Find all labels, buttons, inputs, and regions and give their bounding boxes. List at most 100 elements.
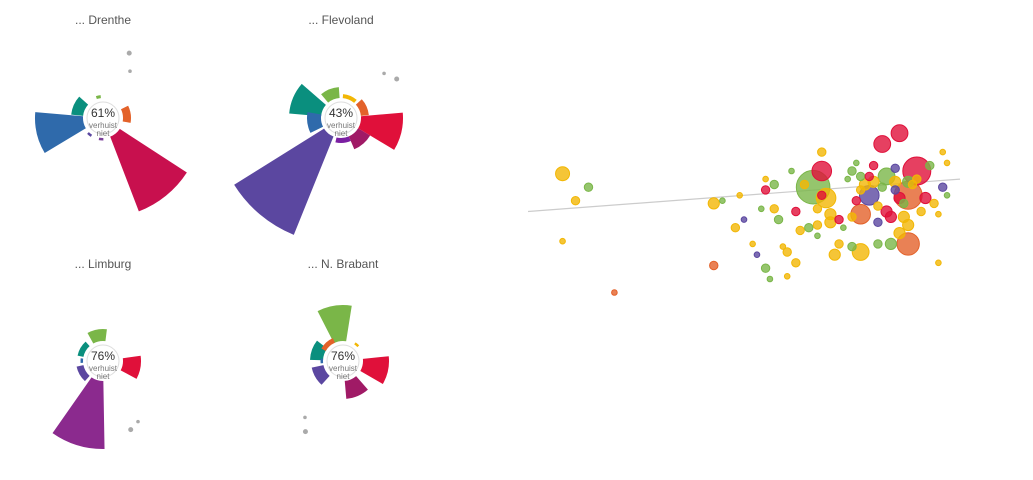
radial-bar-4 (311, 365, 330, 385)
scatter-point[interactable] (847, 212, 857, 222)
scatter-point[interactable] (828, 248, 841, 261)
radial-bar-7 (320, 358, 324, 364)
scatter-point[interactable] (873, 201, 883, 211)
scatter-point[interactable] (890, 124, 909, 143)
caption-line-1: verhuist (89, 364, 118, 373)
scatter-point[interactable] (799, 179, 810, 190)
radial-bar-2 (342, 94, 357, 103)
scatter-point[interactable] (769, 204, 779, 214)
scatter-point[interactable] (824, 216, 837, 229)
scatter-point[interactable] (943, 159, 951, 167)
scatter-point[interactable] (929, 198, 939, 209)
scatter-point[interactable] (788, 167, 795, 175)
radial-bar-0 (35, 112, 86, 154)
scatter-point[interactable] (583, 182, 594, 192)
scatter-point[interactable] (559, 237, 566, 245)
scatter-point[interactable] (791, 258, 801, 268)
scatter-point[interactable] (760, 263, 771, 273)
scatter-point[interactable] (847, 166, 857, 176)
scatter-point[interactable] (868, 160, 879, 171)
scatter-point[interactable] (873, 239, 883, 249)
scatter-point[interactable] (873, 135, 892, 153)
radial-bar-5 (310, 340, 328, 361)
scatter-point[interactable] (804, 223, 814, 233)
scatter-point[interactable] (757, 205, 765, 213)
radial-bar-1 (87, 329, 107, 344)
caption-line-2: niet (97, 129, 111, 138)
scatter-point[interactable] (811, 160, 833, 182)
scatter-point[interactable] (709, 260, 719, 271)
scatter-point[interactable] (938, 182, 948, 192)
scatter-point[interactable] (884, 237, 897, 250)
scatter-point[interactable] (919, 191, 932, 205)
scatter-point[interactable] (855, 171, 866, 182)
scatter-point[interactable] (791, 206, 801, 217)
scatter-point[interactable] (812, 204, 823, 214)
radial-bar-5 (80, 358, 84, 363)
radial-bar-3 (52, 377, 105, 449)
scatter-point[interactable] (795, 225, 805, 236)
scatter-point[interactable] (912, 174, 922, 184)
radial-bar-2 (120, 355, 141, 379)
scatter-point[interactable] (817, 190, 827, 201)
scatter-point[interactable] (877, 182, 887, 192)
scatter-point[interactable] (749, 240, 756, 248)
radial-bar-2 (360, 356, 389, 384)
scatter-point[interactable] (814, 232, 821, 240)
scatter-point[interactable] (555, 166, 571, 182)
scatter-point[interactable] (864, 171, 874, 182)
scatter-point[interactable] (783, 273, 791, 280)
scatter-point[interactable] (847, 241, 857, 252)
scatter-point[interactable] (779, 243, 787, 250)
radial-bar-4 (76, 365, 90, 382)
outlier-dot (382, 71, 386, 76)
scatter-point[interactable] (730, 223, 741, 233)
scatter-point[interactable] (760, 185, 771, 195)
radial-bar-1 (321, 87, 340, 103)
radial-chart-flevoland: ... Flevoland 43% verhuist niet (234, 13, 403, 235)
radial-bar-2 (95, 95, 101, 99)
scatter-point[interactable] (902, 218, 915, 232)
scatter-point[interactable] (855, 185, 866, 195)
scatter-point[interactable] (817, 147, 827, 157)
scatter-point[interactable] (939, 148, 947, 156)
scatter-point[interactable] (762, 175, 769, 183)
scatter-point[interactable] (736, 192, 743, 199)
scatter-point[interactable] (899, 198, 909, 209)
scatter-point[interactable] (766, 275, 774, 283)
caption-line-1: verhuist (327, 121, 356, 130)
scatter-point[interactable] (935, 210, 942, 218)
radial-bar-0 (77, 341, 90, 357)
scatter-point[interactable] (834, 214, 844, 225)
scatter-point[interactable] (769, 179, 779, 190)
scatter-point[interactable] (844, 175, 851, 183)
scatter-point[interactable] (840, 224, 847, 231)
scatter-point[interactable] (611, 289, 618, 296)
scatter-point[interactable] (890, 163, 900, 174)
outlier-dot (136, 419, 140, 424)
scatter-point[interactable] (916, 206, 926, 217)
outlier-dot (128, 427, 134, 433)
radial-bar-3 (355, 99, 369, 116)
scatter-point[interactable] (812, 220, 823, 230)
center-ring (324, 101, 358, 135)
scatter-point[interactable] (935, 259, 942, 267)
scatter-point[interactable] (773, 214, 784, 225)
scatter-point[interactable] (719, 197, 726, 204)
scatter-point[interactable] (753, 251, 761, 258)
scatter-point[interactable] (893, 227, 906, 240)
radial-charts: ... Drenthe 61% verhuist niet ... Flevol… (35, 13, 403, 449)
scatter-point[interactable] (884, 210, 897, 223)
scatter-point[interactable] (925, 160, 935, 171)
scatter-point[interactable] (873, 217, 883, 228)
scatter-point[interactable] (834, 239, 844, 249)
radial-bar-1 (71, 96, 89, 116)
scatter-point[interactable] (943, 192, 951, 199)
scatter-point[interactable] (782, 247, 792, 257)
scatter-point[interactable] (707, 197, 720, 210)
scatter-point[interactable] (740, 216, 748, 223)
scatter-point[interactable] (853, 159, 860, 167)
scatter-point[interactable] (890, 185, 900, 195)
scatter-point[interactable] (851, 196, 862, 206)
scatter-point[interactable] (570, 196, 581, 206)
